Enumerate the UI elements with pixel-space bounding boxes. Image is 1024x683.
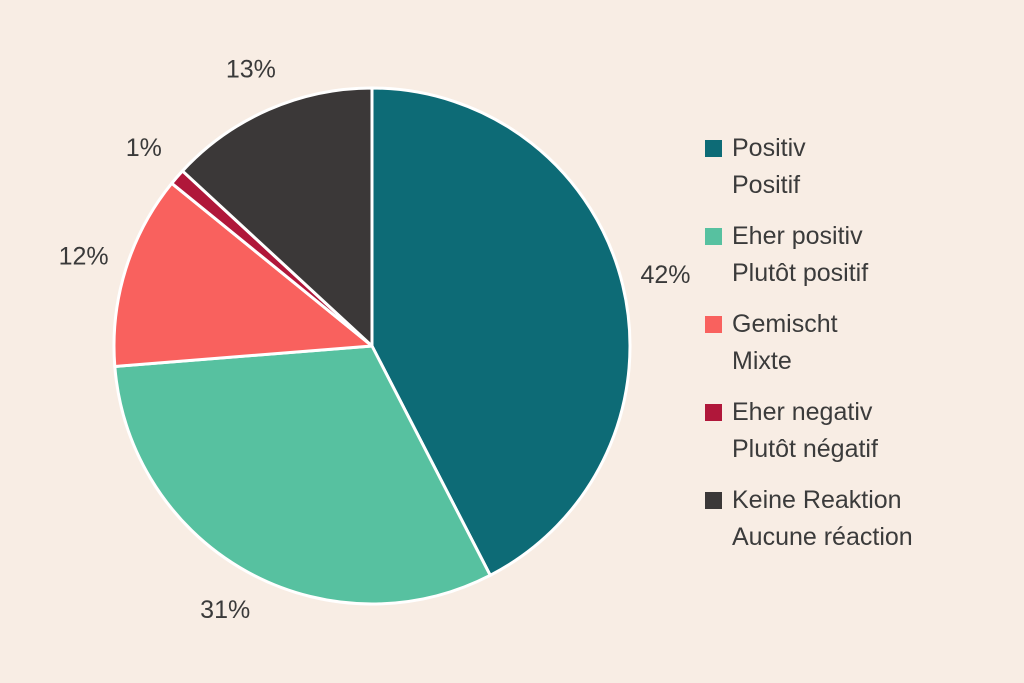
percent-label: 13%	[226, 55, 276, 83]
pie-slice-positiv	[370, 86, 632, 577]
legend-item-keine-reaktion: Keine Reaktion Aucune réaction	[705, 482, 913, 556]
legend-swatch-eher-negativ-icon	[705, 404, 722, 421]
percent-label: 12%	[59, 242, 109, 270]
legend-text-eher-positiv: Eher positiv Plutôt positif	[732, 218, 868, 292]
legend-swatch-keine-reaktion-icon	[705, 492, 722, 509]
legend-label-de: Gemischt	[732, 310, 838, 338]
legend-item-gemischt: Gemischt Mixte	[705, 306, 913, 380]
legend-label-de: Eher negativ	[732, 398, 873, 426]
legend-label-fr: Plutôt négatif	[732, 435, 878, 463]
percent-label: 42%	[640, 261, 690, 289]
legend-label-de: Positiv	[732, 134, 806, 162]
percent-label: 1%	[126, 134, 162, 162]
legend-swatch-gemischt-icon	[705, 316, 722, 333]
pie-slice-keine-reaktion	[180, 86, 374, 348]
legend-text-keine-reaktion: Keine Reaktion Aucune réaction	[732, 482, 913, 556]
legend-label-fr: Positif	[732, 171, 801, 199]
pie-slice-eher-positiv	[113, 344, 492, 606]
legend-item-eher-negativ: Eher negativ Plutôt négatif	[705, 394, 913, 468]
legend-label-de: Keine Reaktion	[732, 486, 902, 514]
legend-item-eher-positiv: Eher positiv Plutôt positif	[705, 218, 913, 292]
legend-text-eher-negativ: Eher negativ Plutôt négatif	[732, 394, 878, 468]
legend-item-positiv: Positiv Positif	[705, 130, 913, 204]
legend-text-gemischt: Gemischt Mixte	[732, 306, 838, 380]
legend-label-fr: Mixte	[732, 347, 792, 375]
pie-slice-gemischt	[112, 181, 374, 368]
chart-legend: Positiv Positif Eher positiv Plutôt posi…	[705, 130, 913, 556]
legend-label-de: Eher positiv	[732, 222, 863, 250]
legend-swatch-positiv-icon	[705, 140, 722, 157]
percent-label: 31%	[200, 596, 250, 624]
legend-label-fr: Plutôt positif	[732, 259, 869, 287]
legend-text-positiv: Positiv Positif	[732, 130, 806, 204]
legend-swatch-eher-positiv-icon	[705, 228, 722, 245]
legend-label-fr: Aucune réaction	[732, 523, 913, 551]
